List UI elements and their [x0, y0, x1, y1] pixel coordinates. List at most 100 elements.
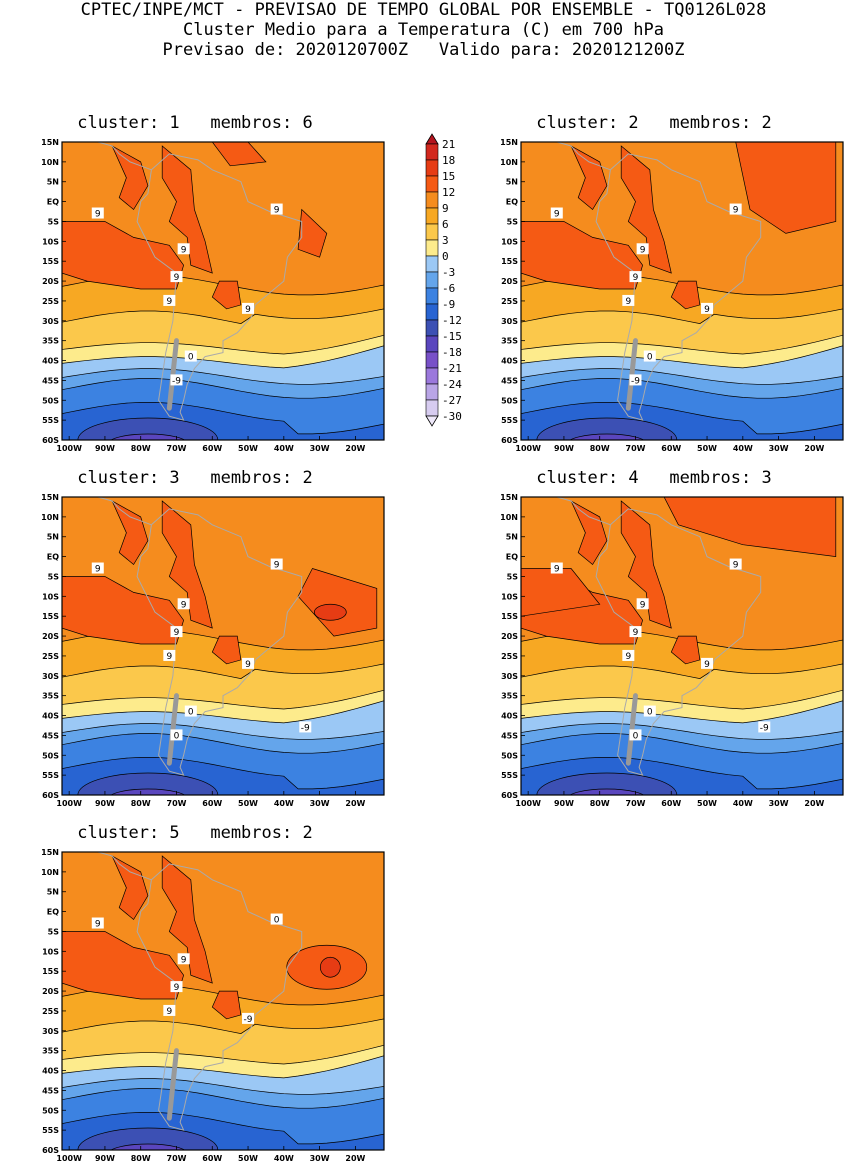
temperature-region [536, 417, 678, 440]
lat-label: 10S [42, 947, 59, 956]
lat-label: 10S [501, 237, 518, 246]
contour-label: 9 [242, 302, 255, 315]
lat-label: 30S [42, 672, 59, 681]
svg-text:9: 9 [625, 297, 631, 307]
lon-label: 30W [769, 799, 789, 808]
lon-label: 60W [661, 799, 681, 808]
svg-text:9: 9 [181, 955, 187, 965]
contour-label: 9 [629, 271, 642, 283]
lon-label: 100W [56, 799, 82, 808]
lat-label: 60S [42, 791, 59, 800]
andes-outline [166, 1048, 179, 1121]
lat-label: 40S [501, 712, 518, 721]
lat-label: 5N [47, 533, 59, 542]
colorbar-cell [425, 223, 439, 241]
colorbar-legend: 21 18 15 12 9 6 3 0 -3 -6 -9 -12 -15 -18 -21 -24 -27 -30 [422, 132, 482, 444]
contour-label: -9 [629, 374, 642, 386]
colorbar-cell [425, 175, 439, 193]
contour-label: 9 [729, 203, 742, 216]
lat-label: 5N [506, 178, 518, 187]
panel-title: cluster: 3 membros: 2 [77, 468, 313, 488]
lat-label: 10S [501, 592, 518, 601]
map-frame [520, 496, 844, 796]
lon-label: 90W [554, 444, 574, 453]
lat-label: 5N [506, 533, 518, 542]
contour-label: 0 [629, 729, 642, 741]
temperature-region [670, 280, 701, 310]
continent-outline [549, 142, 611, 171]
lat-label: 5N [47, 178, 59, 187]
map-plot: 9 9 9 9 0 -9 15N 10N 5N EQ 5S 10S 15S 20S 25S 30S 35S 40S… [41, 848, 385, 1163]
contour-label: 9 [636, 243, 649, 255]
svg-text:0: 0 [188, 708, 194, 718]
lat-label: 20S [42, 987, 59, 996]
svg-text:-9: -9 [631, 376, 640, 386]
colorbar-label: 12 [442, 186, 455, 199]
lat-label: 25S [501, 297, 518, 306]
temperature-region [110, 433, 186, 440]
contour-label: 9 [163, 1004, 176, 1017]
lon-label: 30W [310, 444, 330, 453]
lon-label: 100W [515, 444, 541, 453]
lat-label: 60S [501, 436, 518, 445]
lat-label: 15S [42, 612, 59, 621]
lat-label: 25S [42, 297, 59, 306]
continent-outline [90, 497, 152, 526]
colorbar-label: 15 [442, 170, 455, 183]
lon-label: 70W [167, 1154, 187, 1163]
lon-label: 70W [626, 444, 646, 453]
temperature-region [670, 635, 701, 665]
lat-label: 15N [41, 848, 59, 857]
svg-text:0: 0 [174, 731, 180, 741]
lat-label: 35S [501, 337, 518, 346]
lat-label: EQ [47, 198, 59, 207]
svg-text:9: 9 [274, 561, 280, 571]
lat-label: 15S [42, 257, 59, 266]
map-frame [61, 141, 385, 441]
lon-label: 60W [202, 444, 222, 453]
contour-label: 9 [170, 981, 183, 993]
lon-label: 80W [590, 444, 610, 453]
temperature-region [735, 142, 837, 234]
colorbar-cell [425, 287, 439, 305]
lon-label: 60W [202, 799, 222, 808]
lon-label: 30W [310, 799, 330, 808]
colorbar-cell [425, 271, 439, 289]
contour-label: 9 [270, 203, 283, 216]
svg-text:0: 0 [274, 916, 280, 926]
svg-text:-9: -9 [301, 723, 310, 733]
contour-label: 0 [184, 705, 197, 718]
svg-text:9: 9 [95, 565, 101, 575]
lat-label: 40S [42, 357, 59, 366]
header-dates: Previsao de: 2020120700Z Valido para: 20… [162, 40, 685, 60]
map-plot: 9 9 9 9 9 9 0 0 -9 15N 10N 5N EQ 5S 10S 15S 20S 25S 30S 35S… [41, 493, 385, 808]
lat-label: 35S [501, 692, 518, 701]
lat-label: 55S [501, 771, 518, 780]
contour-label: 9 [629, 626, 642, 638]
map-frame [520, 141, 844, 441]
colorbar-label: -15 [442, 330, 462, 343]
lon-label: 80W [131, 799, 151, 808]
lat-label: 45S [42, 376, 59, 385]
panel-title: cluster: 5 membros: 2 [77, 823, 313, 843]
colorbar-cell [425, 133, 439, 145]
colorbar-cell [425, 255, 439, 273]
temperature-region [319, 956, 341, 978]
lon-label: 50W [697, 444, 717, 453]
map-frame [61, 496, 385, 796]
svg-text:9: 9 [554, 565, 560, 575]
lat-label: 10N [41, 868, 59, 877]
temperature-region [111, 145, 149, 211]
figure-header: CPTEC/INPE/MCT - PREVISAO DE TEMPO GLOBA… [0, 0, 847, 60]
lat-label: 20S [501, 632, 518, 641]
colorbar-label: 6 [442, 218, 449, 231]
contour-label: 9 [163, 649, 176, 662]
lon-label: 60W [202, 1154, 222, 1163]
svg-text:9: 9 [245, 660, 251, 670]
temperature-region [110, 1143, 186, 1150]
map-content [62, 497, 384, 795]
lat-label: 15S [501, 612, 518, 621]
lat-label: 60S [42, 1146, 59, 1155]
lon-label: 70W [167, 444, 187, 453]
lon-label: 50W [697, 799, 717, 808]
